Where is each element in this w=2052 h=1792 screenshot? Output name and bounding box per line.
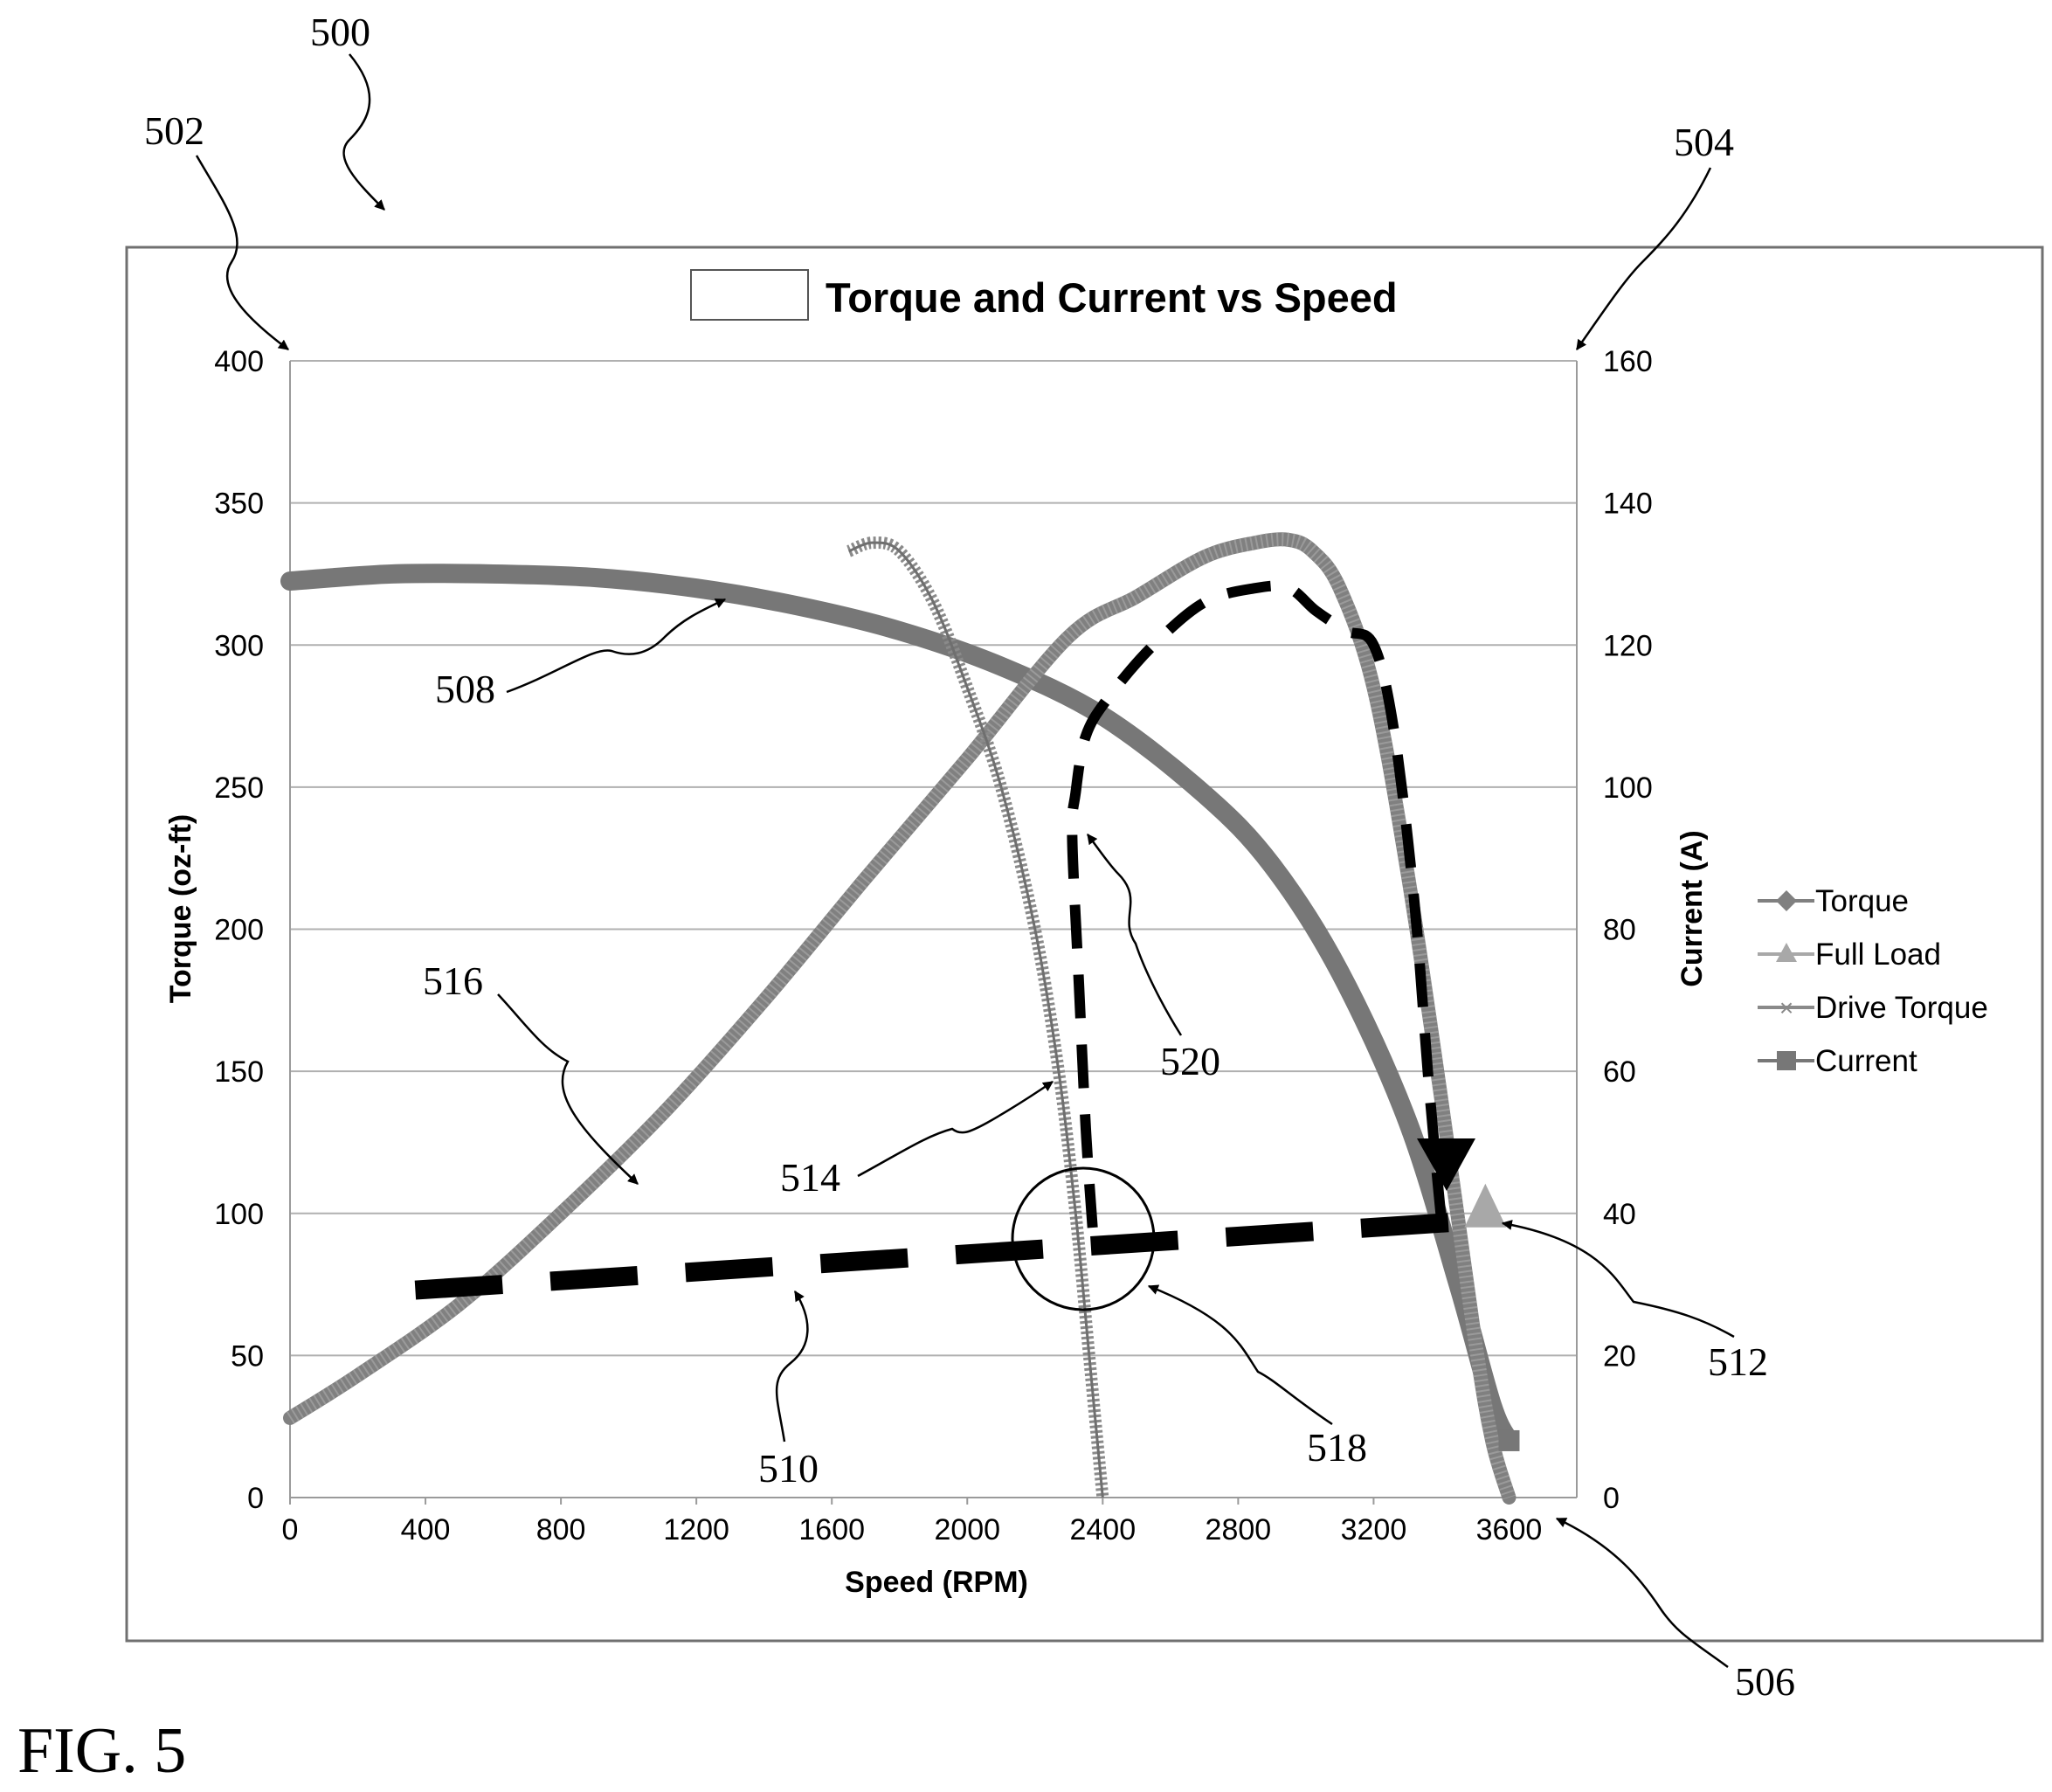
y-right-tick-labels: 0 20 40 60 80 100 120 140 160 xyxy=(1603,345,1653,1515)
legend-item-torque: Torque xyxy=(1758,884,1909,918)
series-drive-torque-core xyxy=(848,541,1104,1498)
x-axis-label: Speed (RPM) xyxy=(845,1566,1028,1599)
y-right-tick-label: 120 xyxy=(1603,629,1653,662)
series-transition-path xyxy=(1067,580,1448,1237)
x-tick-label: 1600 xyxy=(798,1513,865,1546)
ref-506: 506 xyxy=(1735,1659,1795,1704)
x-tick-label: 2800 xyxy=(1206,1513,1272,1546)
leader-500 xyxy=(342,53,385,211)
y-right-tick-label: 80 xyxy=(1603,914,1636,947)
leader-510 xyxy=(775,1290,809,1443)
title-blank-box xyxy=(690,269,809,321)
leader-518 xyxy=(1147,1284,1333,1426)
operating-point-circle xyxy=(1011,1166,1156,1311)
x-tick-label: 400 xyxy=(401,1513,451,1546)
ref-508: 508 xyxy=(435,667,495,711)
chart-frame xyxy=(125,246,2044,1643)
series-layer xyxy=(280,532,1520,1505)
figure-label: FIG. 5 xyxy=(17,1715,186,1787)
legend-item-drive-torque: × Drive Torque xyxy=(1758,991,1988,1025)
y-left-tick-label: 100 xyxy=(214,1198,264,1231)
series-load-line xyxy=(414,1212,1460,1300)
leader-502 xyxy=(195,155,289,350)
series-current-line xyxy=(280,564,1519,1450)
y-right-tick-label: 20 xyxy=(1603,1339,1636,1373)
leader-508 xyxy=(506,598,727,694)
y-left-tick-label: 250 xyxy=(214,771,264,805)
x-tick-label: 2000 xyxy=(934,1513,1000,1546)
x-tick-labels: 0 400 800 1200 1600 2000 2400 2800 3200 3600 xyxy=(282,1498,1543,1546)
legend: Torque Full Load × Drive Torque Current xyxy=(1758,884,1988,1078)
ref-514: 514 xyxy=(780,1155,840,1200)
x-tick-label: 0 xyxy=(282,1513,299,1546)
x-tick-label: 2400 xyxy=(1069,1513,1136,1546)
ref-500: 500 xyxy=(310,10,370,54)
y-left-tick-label: 400 xyxy=(214,345,264,378)
legend-item-full-load: Full Load xyxy=(1758,938,1941,972)
current-end-marker xyxy=(1498,1429,1520,1451)
chart-title: Torque and Current vs Speed xyxy=(826,274,1398,321)
legend-label-drive-torque: Drive Torque xyxy=(1815,991,1988,1025)
x-tick-label: 800 xyxy=(536,1513,586,1546)
y-right-axis-label: Current (A) xyxy=(1675,830,1709,986)
leader-520 xyxy=(1086,834,1183,1036)
legend-label-full-load: Full Load xyxy=(1815,938,1941,972)
y-right-tick-label: 160 xyxy=(1603,345,1653,378)
ref-510: 510 xyxy=(758,1446,819,1491)
leader-504 xyxy=(1575,167,1712,350)
leader-506 xyxy=(1555,1517,1729,1669)
ref-502: 502 xyxy=(144,108,204,153)
leader-516 xyxy=(497,993,639,1185)
ref-512: 512 xyxy=(1708,1339,1768,1384)
y-right-tick-label: 40 xyxy=(1603,1198,1636,1231)
y-right-tick-label: 140 xyxy=(1603,488,1653,521)
y-left-axis-label: Torque (oz-ft) xyxy=(164,814,197,1004)
y-right-tick-label: 60 xyxy=(1603,1055,1636,1089)
y-left-tick-label: 300 xyxy=(214,629,264,662)
x-tick-label: 3600 xyxy=(1476,1513,1543,1546)
ref-504: 504 xyxy=(1674,120,1734,164)
legend-label-current: Current xyxy=(1815,1044,1917,1078)
y-left-tick-label: 350 xyxy=(214,488,264,521)
x-tick-label: 1200 xyxy=(663,1513,729,1546)
full-load-point xyxy=(1464,1183,1507,1228)
y-left-tick-label: 200 xyxy=(214,914,264,947)
y-right-tick-label: 100 xyxy=(1603,771,1653,805)
leader-514 xyxy=(857,1080,1054,1178)
x-tick-label: 3200 xyxy=(1341,1513,1407,1546)
legend-label-torque: Torque xyxy=(1815,884,1909,918)
y-right-tick-label: 0 xyxy=(1603,1482,1620,1515)
leader-512 xyxy=(1501,1220,1735,1339)
legend-item-current: Current xyxy=(1758,1044,1917,1078)
gridlines xyxy=(290,360,1577,1498)
y-left-tick-label: 50 xyxy=(231,1339,264,1373)
y-left-tick-label: 0 xyxy=(247,1482,264,1515)
axes xyxy=(289,361,1578,1498)
series-torque-texture xyxy=(286,532,1517,1500)
ref-520: 520 xyxy=(1160,1039,1220,1083)
y-left-tick-labels: 0 50 100 150 200 250 300 350 400 xyxy=(214,345,264,1515)
y-left-tick-label: 150 xyxy=(214,1055,264,1089)
ref-516: 516 xyxy=(423,958,483,1003)
ref-518: 518 xyxy=(1307,1425,1367,1470)
transition-arrowhead xyxy=(1417,1138,1475,1191)
svg-text:×: × xyxy=(1779,994,1793,1021)
